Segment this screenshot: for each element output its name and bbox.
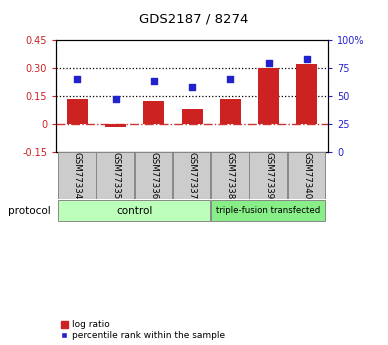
Text: GSM77339: GSM77339 [264, 152, 273, 199]
FancyBboxPatch shape [211, 151, 249, 199]
Text: protocol: protocol [8, 206, 50, 216]
Text: GSM77338: GSM77338 [226, 151, 235, 199]
Bar [258, 68, 279, 124]
FancyBboxPatch shape [249, 151, 287, 199]
Bar [67, 99, 88, 124]
FancyBboxPatch shape [58, 200, 210, 221]
Bar [143, 101, 165, 124]
Text: GSM77336: GSM77336 [149, 151, 158, 199]
FancyBboxPatch shape [173, 151, 210, 199]
Text: GSM77335: GSM77335 [111, 151, 120, 199]
FancyBboxPatch shape [58, 151, 96, 199]
Point [227, 76, 234, 81]
Text: triple-fusion transfected: triple-fusion transfected [216, 206, 320, 215]
Bar [220, 99, 241, 124]
Text: GSM77340: GSM77340 [302, 151, 311, 199]
FancyBboxPatch shape [97, 151, 134, 199]
Legend: log ratio, percentile rank within the sample: log ratio, percentile rank within the sa… [61, 320, 225, 341]
FancyBboxPatch shape [211, 200, 325, 221]
Point [304, 56, 310, 61]
Text: GDS2187 / 8274: GDS2187 / 8274 [139, 13, 249, 26]
Bar [296, 64, 317, 124]
Point [189, 84, 195, 89]
Bar [182, 109, 203, 124]
FancyBboxPatch shape [135, 151, 172, 199]
Point [265, 60, 272, 66]
Text: GSM77337: GSM77337 [187, 151, 197, 199]
Bar [105, 124, 126, 127]
Point [113, 96, 119, 102]
FancyBboxPatch shape [288, 151, 325, 199]
Point [74, 76, 80, 81]
Text: GSM77334: GSM77334 [73, 151, 82, 199]
Text: control: control [116, 206, 152, 216]
Point [151, 78, 157, 84]
